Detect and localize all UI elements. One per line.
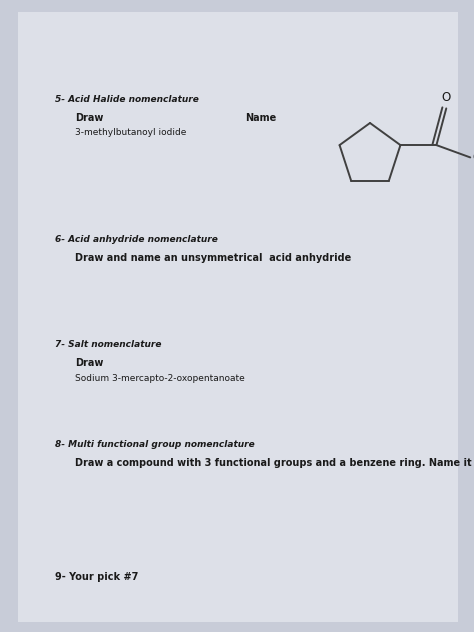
Text: Draw and name an unsymmetrical  acid anhydride: Draw and name an unsymmetrical acid anhy… xyxy=(75,253,351,263)
Text: 5- Acid Halide nomenclature: 5- Acid Halide nomenclature xyxy=(55,95,199,104)
Text: Name: Name xyxy=(245,113,276,123)
Text: 7- Salt nomenclature: 7- Salt nomenclature xyxy=(55,340,162,349)
Text: Draw a compound with 3 functional groups and a benzene ring. Name it: Draw a compound with 3 functional groups… xyxy=(75,458,472,468)
Text: Cl: Cl xyxy=(472,151,474,164)
Text: 6- Acid anhydride nomenclature: 6- Acid anhydride nomenclature xyxy=(55,235,218,244)
Text: O: O xyxy=(442,92,451,104)
FancyBboxPatch shape xyxy=(18,12,458,622)
Text: Sodium 3-mercapto-2-oxopentanoate: Sodium 3-mercapto-2-oxopentanoate xyxy=(75,374,245,383)
Text: Draw: Draw xyxy=(75,358,103,368)
Text: Draw: Draw xyxy=(75,113,103,123)
Text: 8- Multi functional group nomenclature: 8- Multi functional group nomenclature xyxy=(55,440,255,449)
Text: 3-methylbutanoyl iodide: 3-methylbutanoyl iodide xyxy=(75,128,186,137)
Text: 9- Your pick #7: 9- Your pick #7 xyxy=(55,572,138,582)
